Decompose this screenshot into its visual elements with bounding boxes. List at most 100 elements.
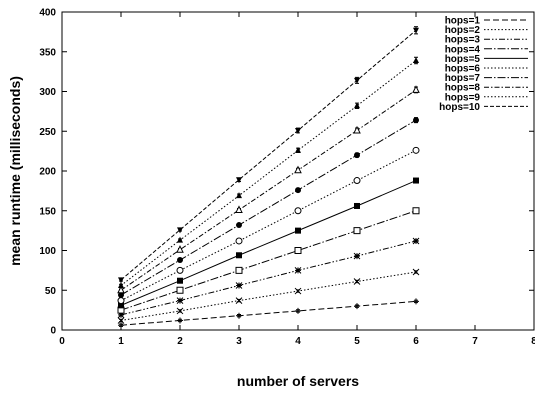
legend-label: hops=8 bbox=[445, 83, 481, 94]
x-tick-label: 5 bbox=[354, 336, 360, 347]
data-point bbox=[235, 237, 243, 245]
x-tick-label: 6 bbox=[413, 336, 419, 347]
data-point bbox=[235, 205, 243, 213]
legend-label: hops=10 bbox=[439, 102, 480, 113]
legend-label: hops=1 bbox=[445, 16, 481, 27]
series-line-hops-5 bbox=[120, 180, 417, 306]
data-point bbox=[235, 297, 243, 304]
series-line-hops-3 bbox=[120, 240, 417, 316]
x-tick-label: 2 bbox=[177, 336, 183, 347]
data-point bbox=[118, 302, 124, 309]
legend-label: hops=9 bbox=[445, 92, 481, 103]
data-point bbox=[354, 102, 360, 109]
data-point bbox=[294, 165, 302, 174]
data-point bbox=[235, 266, 243, 274]
data-point bbox=[412, 237, 420, 245]
data-point bbox=[295, 227, 301, 234]
data-point bbox=[117, 297, 125, 305]
series-line-hops-6 bbox=[120, 149, 417, 302]
data-point bbox=[354, 303, 360, 310]
data-point bbox=[177, 277, 183, 284]
data-point bbox=[236, 177, 242, 184]
data-point bbox=[118, 281, 124, 288]
data-point bbox=[117, 317, 125, 324]
data-point bbox=[294, 207, 302, 215]
y-tick-label: 0 bbox=[50, 326, 56, 337]
series-line-hops-8 bbox=[120, 89, 417, 291]
data-point bbox=[353, 227, 361, 235]
x-axis-title: number of servers bbox=[237, 373, 359, 389]
data-point bbox=[353, 177, 361, 185]
series-line-hops-10 bbox=[120, 29, 417, 281]
data-point bbox=[236, 222, 242, 229]
data-point bbox=[413, 298, 419, 305]
data-point bbox=[412, 146, 420, 154]
y-tick-label: 150 bbox=[39, 206, 56, 217]
x-tick-label: 0 bbox=[59, 336, 65, 347]
y-tick-label: 350 bbox=[39, 47, 56, 58]
data-point bbox=[354, 152, 360, 159]
series-line-hops-2 bbox=[120, 271, 417, 321]
data-point bbox=[176, 245, 184, 253]
y-tick-label: 250 bbox=[39, 127, 56, 138]
x-tick-label: 8 bbox=[531, 336, 535, 347]
series-line-hops-4 bbox=[120, 210, 417, 311]
x-tick-label: 3 bbox=[236, 336, 242, 347]
legend-label: hops=5 bbox=[445, 54, 481, 65]
data-point bbox=[413, 56, 419, 63]
data-point bbox=[177, 317, 183, 324]
data-point bbox=[176, 307, 184, 315]
data-point bbox=[177, 236, 183, 243]
x-tick-label: 7 bbox=[472, 336, 478, 347]
data-point bbox=[295, 146, 301, 153]
data-point bbox=[413, 177, 419, 184]
data-point bbox=[295, 187, 301, 194]
data-point bbox=[353, 278, 361, 285]
data-point bbox=[295, 307, 301, 314]
data-point bbox=[177, 227, 183, 234]
legend-label: hops=7 bbox=[445, 73, 481, 84]
data-point bbox=[117, 285, 125, 294]
data-point bbox=[118, 292, 124, 299]
legend-label: hops=2 bbox=[445, 25, 481, 36]
data-point bbox=[235, 282, 243, 289]
data-point bbox=[354, 202, 360, 209]
data-point bbox=[236, 312, 242, 319]
y-tick-label: 300 bbox=[39, 87, 56, 98]
data-point bbox=[412, 85, 420, 93]
data-point bbox=[294, 247, 302, 254]
data-point bbox=[412, 268, 420, 276]
x-tick-label: 4 bbox=[295, 336, 301, 347]
data-point bbox=[295, 127, 301, 134]
data-point bbox=[176, 286, 184, 294]
x-tick-label: 1 bbox=[118, 336, 124, 347]
data-point bbox=[177, 257, 183, 264]
data-point bbox=[176, 266, 184, 274]
data-point bbox=[294, 267, 302, 274]
y-tick-label: 400 bbox=[39, 8, 56, 19]
data-point bbox=[118, 322, 124, 329]
series-line-hops-7 bbox=[120, 119, 417, 296]
y-tick-label: 50 bbox=[45, 286, 57, 297]
legend-label: hops=3 bbox=[445, 35, 481, 46]
data-point bbox=[353, 252, 361, 260]
legend-label: hops=4 bbox=[445, 44, 481, 55]
data-point bbox=[236, 192, 242, 199]
data-point bbox=[413, 27, 419, 34]
series-line-hops-1 bbox=[120, 300, 417, 326]
data-point bbox=[412, 207, 420, 215]
data-point bbox=[354, 77, 360, 84]
y-axis-title: mean runtime (milliseconds) bbox=[7, 76, 23, 266]
data-point bbox=[176, 297, 184, 304]
data-point bbox=[118, 277, 124, 284]
series-line-hops-9 bbox=[120, 60, 417, 286]
legend-label: hops=6 bbox=[445, 64, 481, 75]
y-tick-label: 100 bbox=[39, 246, 56, 257]
data-point bbox=[353, 125, 361, 134]
data-point bbox=[236, 252, 242, 259]
data-point bbox=[294, 287, 302, 295]
data-point bbox=[413, 117, 419, 124]
y-tick-label: 200 bbox=[39, 167, 56, 178]
